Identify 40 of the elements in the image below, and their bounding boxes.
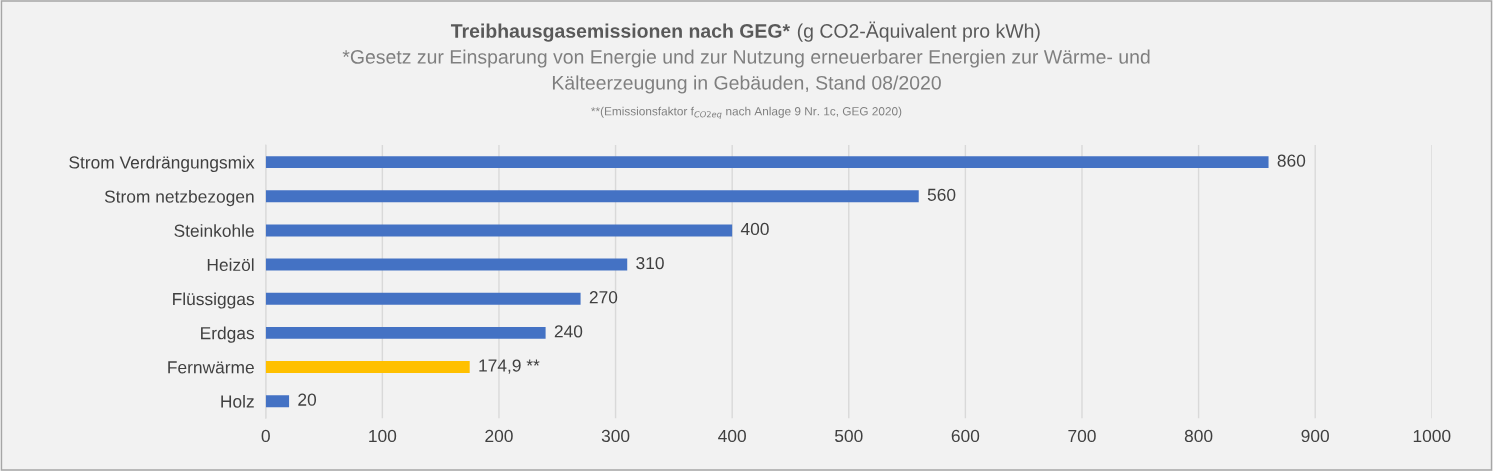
x-tick-label: 600 — [951, 429, 980, 443]
bar — [265, 395, 290, 408]
bar — [265, 258, 628, 271]
bar — [265, 190, 919, 203]
x-tick-label: 400 — [718, 429, 746, 443]
x-tick-label: 200 — [485, 429, 513, 443]
y-tick-label: Strom Verdrängungsmix — [69, 155, 255, 173]
text: **(Emissionsfaktor f$_{CO2eq}$ nach Anlage 9 Nr. 1c, GEG 2020) — [591, 106, 902, 119]
x-tick-label: 100 — [369, 429, 397, 443]
y-tick-label: Holz — [221, 394, 254, 408]
y-tick-label: Strom netzbezogen — [104, 190, 254, 207]
x-tick-label: 0 — [261, 429, 270, 443]
x-tick-label: 900 — [1301, 429, 1329, 443]
data-label: 270 — [589, 291, 618, 304]
x-tick-label: 300 — [601, 429, 630, 443]
text: Kälteerzeugung in Gebäuden, Stand 08/2020 — [552, 75, 941, 94]
bar — [265, 292, 581, 305]
y-tick-label: Fernwärme — [168, 361, 254, 374]
data-label: 310 — [636, 256, 664, 270]
y-tick-label: Steinkohle — [174, 224, 254, 237]
chart-subtitle: (g CO2-Äquivalent pro kWh) — [797, 21, 1040, 42]
x-tick-label: 1000 — [1413, 429, 1451, 443]
data-label: 174,9 ** — [479, 359, 540, 374]
bar — [265, 156, 1269, 169]
y-tick-label: Flüssiggas — [173, 292, 255, 309]
data-label: 860 — [1277, 154, 1306, 167]
bar — [265, 361, 470, 373]
data-label: 400 — [740, 222, 769, 236]
text: *Gesetz zur Einsparung von Energie und zur Nutzung erneuerbarer Energien zur Wärme- und — [342, 49, 1150, 68]
bar — [265, 224, 733, 237]
x-tick-label: 500 — [834, 429, 863, 443]
data-label: 20 — [298, 393, 317, 406]
y-tick-label: Heizöl — [207, 258, 254, 272]
bar — [265, 326, 546, 339]
y-tick-label: Erdgas — [201, 326, 255, 343]
chart-title: Treibhausgasemissionen nach GEG* — [450, 23, 791, 42]
data-label: 240 — [554, 325, 583, 338]
x-tick-label: 800 — [1184, 429, 1213, 443]
data-label: 560 — [927, 188, 956, 201]
x-tick-label: 700 — [1068, 429, 1096, 443]
